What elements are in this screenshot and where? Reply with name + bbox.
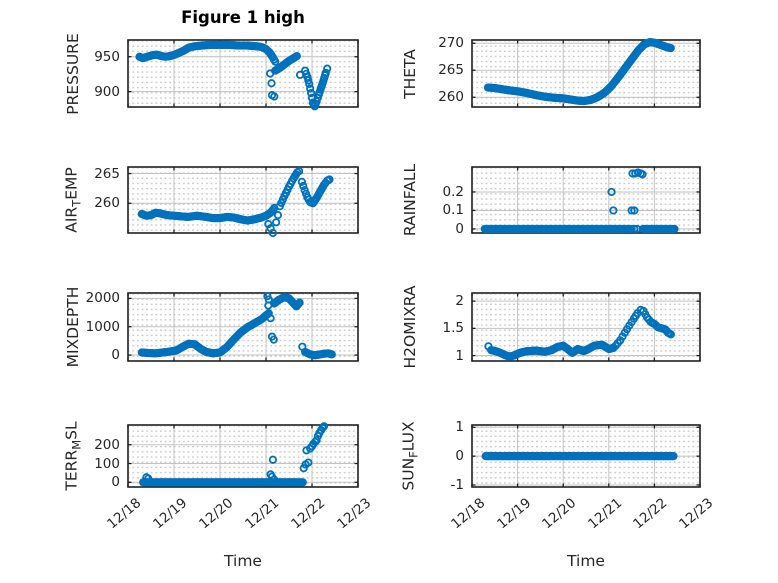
rainfall-minor-grid <box>473 168 699 232</box>
x-axis-label-left: Time <box>224 552 262 570</box>
rainfall-ytick-label: 0 <box>455 220 464 237</box>
theta-minor-grid <box>473 41 699 106</box>
pressure-tick-marks <box>127 40 359 107</box>
theta-ytick-label: 270 <box>438 35 464 52</box>
h2omixra-axes-box <box>471 292 701 362</box>
rainfall-major-grid <box>472 167 700 233</box>
h2omixra-ylabel: H2OMIXRA <box>401 285 419 369</box>
terr-msl-tick-marks <box>127 425 359 487</box>
sun-flux-series-markers <box>481 452 678 461</box>
rainfall-ytick-label: 0.1 <box>442 202 464 219</box>
theta-ylabel: THETA <box>401 48 419 99</box>
theta-ytick-label: 265 <box>438 62 464 79</box>
theta-axes-box <box>471 39 701 108</box>
mixdepth-tick-marks <box>127 293 359 361</box>
sun-flux-tick-marks <box>471 425 701 487</box>
pressure-plot-area <box>127 39 359 111</box>
air-temp-axes-box <box>127 166 359 234</box>
h2omixra-series-markers <box>484 305 675 361</box>
air-temp-ylabel: AIRTEMP <box>62 167 84 233</box>
rainfall-series-markers <box>480 168 679 234</box>
terr-msl-ytick-label: 200 <box>94 436 120 453</box>
mixdepth-series-markers <box>137 292 336 360</box>
sun-flux-plot-area <box>471 424 701 488</box>
sun-flux-ylabel: SUNFLUX <box>399 421 421 491</box>
sun-flux-ytick-label: 0 <box>455 448 464 465</box>
air-temp-ytick-label: 265 <box>94 165 120 182</box>
theta-tick-marks <box>471 40 701 107</box>
terr-msl-plot-area <box>127 422 359 488</box>
pressure-ytick-label: 950 <box>94 48 120 65</box>
pressure-series-markers <box>135 40 332 111</box>
figure-title: Figure 1 high <box>181 8 305 27</box>
sun-flux-ytick-label: -1 <box>450 476 464 493</box>
x-axis-label-right: Time <box>567 552 605 570</box>
pressure-axes-box <box>127 39 359 108</box>
rainfall-tick-marks <box>471 167 701 233</box>
h2omixra-plot-area <box>471 292 701 362</box>
mixdepth-ylabel: MIXDEPTH <box>64 286 82 368</box>
terr-msl-series-markers <box>139 422 329 487</box>
theta-series-markers <box>483 38 675 106</box>
air-temp-tick-marks <box>127 167 359 233</box>
mixdepth-plot-area <box>127 292 359 362</box>
mixdepth-ytick-label: 0 <box>111 347 120 364</box>
h2omixra-ytick-label: 1.5 <box>442 320 464 337</box>
air-temp-plot-area <box>127 166 359 238</box>
terr-msl-major-grid <box>128 425 358 487</box>
h2omixra-ytick-label: 2 <box>455 293 464 310</box>
h2omixra-ytick-label: 1 <box>455 347 464 364</box>
terr-msl-ylabel: TERRMSL <box>62 421 84 491</box>
mixdepth-ytick-label: 1000 <box>85 318 120 335</box>
terr-msl-axes-box <box>127 424 359 488</box>
theta-ytick-label: 260 <box>438 89 464 106</box>
air-temp-major-grid <box>128 167 358 233</box>
rainfall-ylabel: RAINFALL <box>401 163 419 237</box>
theta-plot-area <box>471 38 701 108</box>
rainfall-ytick-label: 0.2 <box>442 183 464 200</box>
air-temp-ytick-label: 260 <box>94 195 120 212</box>
pressure-ytick-label: 900 <box>94 83 120 100</box>
terr-msl-ytick-label: 100 <box>94 455 120 472</box>
rainfall-plot-area <box>471 166 701 234</box>
rainfall-axes-box <box>471 166 701 234</box>
air-temp-series-markers <box>137 167 334 238</box>
sun-flux-ytick-label: 1 <box>455 419 464 436</box>
terr-msl-ytick-label: 0 <box>111 474 120 491</box>
mixdepth-ytick-label: 2000 <box>85 290 120 307</box>
pressure-ylabel: PRESSURE <box>64 32 82 115</box>
